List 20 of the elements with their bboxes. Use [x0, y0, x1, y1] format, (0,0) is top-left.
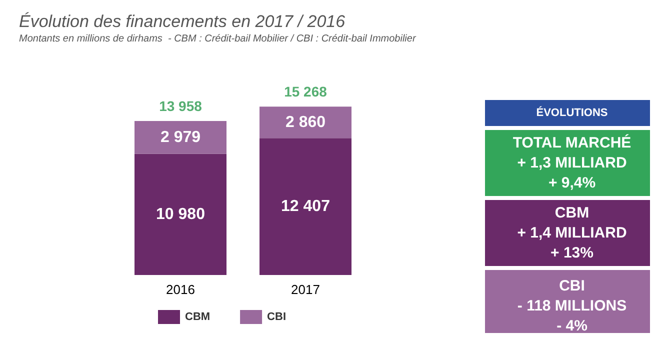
- legend-label: CBM: [185, 311, 210, 323]
- bar: [260, 138, 352, 275]
- text: CBI - 118 MILLIONS - 4%: [517, 278, 627, 334]
- chart-title: Évolution des financements en 2017 / 2016: [19, 12, 346, 31]
- x-tick-label: 2017: [291, 282, 320, 297]
- legend-label: CBI: [267, 311, 286, 323]
- total-label: 15 268: [284, 84, 328, 100]
- bar: [134, 154, 226, 275]
- data-label: 2 860: [285, 114, 326, 131]
- text: CBM + 1,4 MILLIARD + 13%: [517, 204, 627, 262]
- chart-subtitle: Montants en millions de dirhams - CBM : Crédit-bail Mobilier / CBI : Crédit-bail Immobilier: [19, 34, 416, 44]
- x-tick-label: 2016: [166, 282, 195, 297]
- data-label: 10 980: [156, 206, 206, 223]
- data-label: 2 979: [160, 128, 201, 146]
- total-label: 13 958: [159, 98, 202, 114]
- text: ÉVOLUTIONS: [536, 106, 608, 119]
- bar: [134, 121, 226, 154]
- bar: [260, 106, 352, 138]
- text: TOTAL MARCHÉ + 1,3 MILLIARD + 9,4%: [512, 134, 632, 192]
- data-label: 12 407: [281, 198, 330, 216]
